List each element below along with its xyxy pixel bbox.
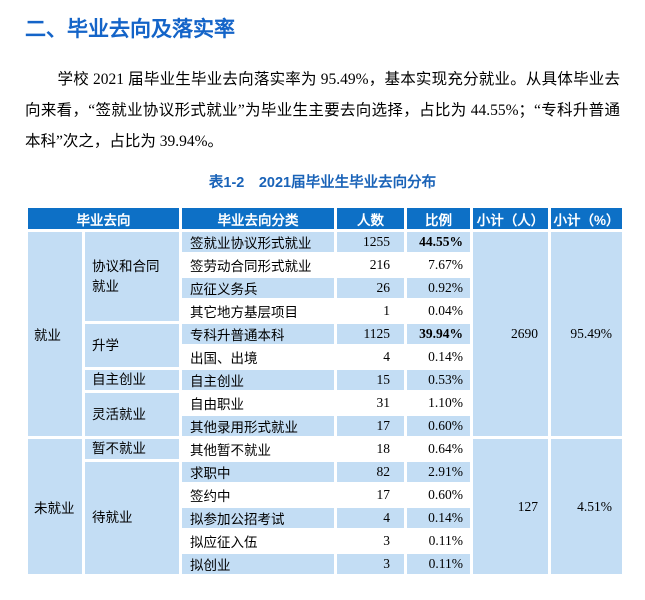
ratio-cell: 2.91% (407, 462, 470, 482)
table-row: 升学 专科升普通本科 1125 39.94% (28, 324, 622, 367)
ratio-cell: 0.04% (428, 303, 463, 318)
category-cell: 其它地方基层项目 (190, 305, 298, 320)
table-row: 未就业 暂不就业 其他暂不就业 18 0.64% 127 4.51% (28, 439, 622, 574)
group-further-study: 升学 (85, 324, 179, 367)
category-cell: 求职中 (182, 462, 334, 482)
table-row: 应征义务兵 26 0.92% (28, 278, 622, 298)
count-cell: 82 (337, 462, 404, 482)
count-cell: 1125 (337, 324, 404, 344)
count-cell: 3 (337, 554, 404, 574)
table-row: 自主创业 自主创业 15 0.53% (28, 370, 622, 390)
section-heading: 二、毕业去向及落实率 (25, 18, 235, 41)
count-cell: 18 (376, 441, 391, 456)
ratio-cell: 0.11% (428, 533, 463, 548)
ratio-cell: 1.10% (428, 395, 463, 410)
category-cell: 签劳动合同形式就业 (190, 259, 312, 274)
table-header-row: 毕业去向 毕业去向分类 人数 比例 小计（人） 小计（%） (28, 208, 622, 229)
ratio-cell: 7.67% (428, 257, 463, 272)
group-self-startup: 自主创业 (85, 370, 179, 390)
col-header-count: 人数 (337, 208, 404, 229)
category-cell: 拟创业 (182, 554, 334, 574)
table-row: 拟参加公招考试 4 0.14% (28, 508, 622, 528)
subtotal-count-employed: 2690 (473, 232, 548, 436)
count-cell: 4 (337, 508, 404, 528)
category-cell: 拟参加公招考试 (182, 508, 334, 528)
ratio-cell: 0.14% (428, 349, 463, 364)
group-agreement-contract: 协议和合同就业 (85, 232, 179, 321)
subtotal-ratio-unemployed: 4.51% (551, 439, 622, 574)
group-unemployed: 未就业 (28, 439, 82, 574)
category-cell: 拟应征入伍 (190, 535, 258, 550)
table-row: 待就业 求职中 82 2.91% (28, 462, 622, 574)
table-row: 拟应征入伍 3 0.11% (28, 531, 622, 551)
col-header-subtotal-pct: 小计（%） (551, 208, 622, 229)
col-header-destination: 毕业去向 (28, 208, 179, 229)
category-cell: 其他暂不就业 (190, 443, 271, 458)
category-cell: 自由职业 (190, 397, 244, 412)
ratio-cell: 0.60% (428, 487, 463, 502)
group-employed: 就业 (28, 232, 82, 436)
count-cell: 31 (376, 395, 391, 410)
destination-table: 毕业去向 毕业去向分类 人数 比例 小计（人） 小计（%） 就业 协议和合同就业… (25, 205, 625, 577)
ratio-cell: 0.92% (407, 278, 470, 298)
table-caption: 表1-2 2021届毕业生毕业去向分布 (208, 175, 437, 191)
category-cell: 签约中 (190, 489, 231, 504)
count-cell: 1255 (337, 232, 404, 252)
category-cell: 其他录用形式就业 (182, 416, 334, 436)
count-cell: 17 (337, 416, 404, 436)
group-flexible-employment: 灵活就业 (85, 393, 179, 436)
col-header-category: 毕业去向分类 (182, 208, 334, 229)
ratio-cell: 0.14% (407, 508, 470, 528)
table-row: 签约中 17 0.60% (28, 485, 622, 505)
count-cell: 1 (383, 303, 390, 318)
count-cell: 3 (383, 533, 390, 548)
count-cell: 17 (376, 487, 391, 502)
table-row: 签劳动合同形式就业 216 7.67% (28, 255, 622, 275)
table-row: 其它地方基层项目 1 0.04% (28, 301, 622, 321)
count-cell: 4 (383, 349, 390, 364)
category-cell: 应征义务兵 (182, 278, 334, 298)
subtotal-count-unemployed: 127 (473, 439, 548, 574)
table-row: 其他录用形式就业 17 0.60% (28, 416, 622, 436)
count-cell: 26 (337, 278, 404, 298)
col-header-ratio: 比例 (407, 208, 470, 229)
group-awaiting-employment: 待就业 (85, 462, 179, 574)
table-row: 灵活就业 自由职业 31 1.10% (28, 393, 622, 436)
group-not-employed-yet: 暂不就业 (85, 439, 179, 459)
table-row: 就业 协议和合同就业 签就业协议形式就业 1255 44.55% 2690 95… (28, 232, 622, 436)
category-cell: 出国、出境 (190, 351, 258, 366)
table-row: 出国、出境 4 0.14% (28, 347, 622, 367)
ratio-cell: 0.64% (428, 441, 463, 456)
category-cell: 签就业协议形式就业 (182, 232, 334, 252)
table-row: 拟创业 3 0.11% (28, 554, 622, 574)
category-cell: 专科升普通本科 (182, 324, 334, 344)
document-page: 二、毕业去向及落实率 学校 2021 届毕业生毕业去向落实率为 95.49%，基… (0, 13, 645, 600)
subtotal-ratio-employed: 95.49% (551, 232, 622, 436)
count-cell: 216 (369, 257, 390, 272)
ratio-cell: 39.94% (407, 324, 470, 344)
ratio-cell: 0.11% (407, 554, 470, 574)
ratio-cell: 0.53% (407, 370, 470, 390)
count-cell: 15 (337, 370, 404, 390)
category-cell: 自主创业 (182, 370, 334, 390)
ratio-cell: 0.60% (407, 416, 470, 436)
col-header-subtotal-count: 小计（人） (473, 208, 548, 229)
body-paragraph: 学校 2021 届毕业生毕业去向落实率为 95.49%，基本实现充分就业。从具体… (25, 71, 620, 150)
ratio-cell: 44.55% (407, 232, 470, 252)
